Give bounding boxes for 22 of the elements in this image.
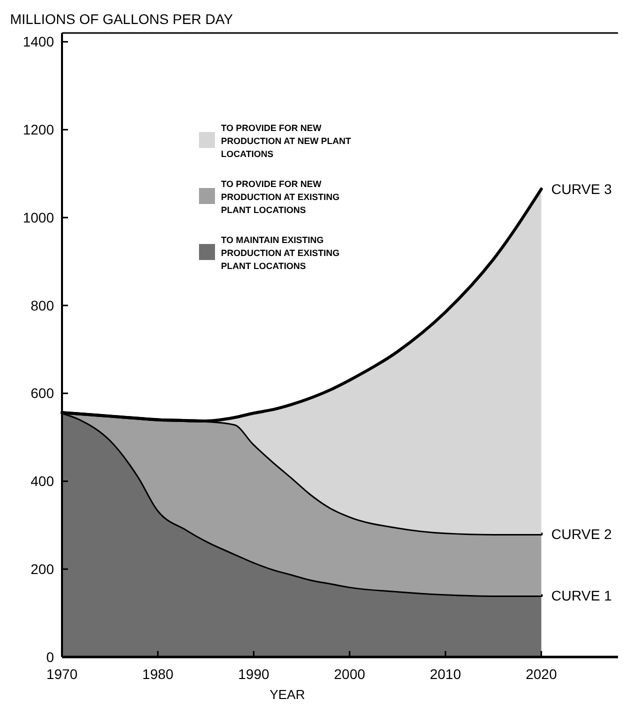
x-tick-label: 1990 [238, 666, 270, 682]
y-axis-title: MILLIONS OF GALLONS PER DAY [10, 11, 234, 27]
x-axis-title: YEAR [270, 687, 305, 702]
y-tick-label: 600 [30, 385, 54, 402]
y-tick-label: 1400 [22, 34, 54, 50]
legend-label: TO MAINTAIN EXISTING PRODUCTION AT EXISTING PLANT LOCATIONS [221, 235, 340, 271]
y-tick-label: 0 [46, 648, 54, 665]
y-tick-label: 400 [30, 473, 54, 490]
x-tick-label: 2010 [430, 666, 462, 682]
annotation: CURVE 3 [551, 180, 612, 197]
x-tick-label: 1970 [46, 666, 78, 682]
x-tick-label: 1980 [142, 666, 174, 682]
y-tick-label: 1000 [22, 209, 54, 226]
legend-label: TO PROVIDE FOR NEW PRODUCTION AT EXISTING PLANT LOCATIONS [221, 179, 340, 215]
y-tick-label: 1200 [22, 122, 54, 138]
y-tick-label: 800 [30, 297, 54, 314]
x-tick-label: 2020 [526, 666, 558, 682]
x-tick-label: 2000 [334, 666, 366, 682]
legend-label: TO PROVIDE FOR NEW PRODUCTION AT NEW PLANT LOCATIONS [221, 123, 352, 159]
annotation: CURVE 1 [551, 587, 612, 604]
y-tick-label: 200 [30, 561, 54, 578]
annotation: CURVE 2 [551, 526, 612, 542]
